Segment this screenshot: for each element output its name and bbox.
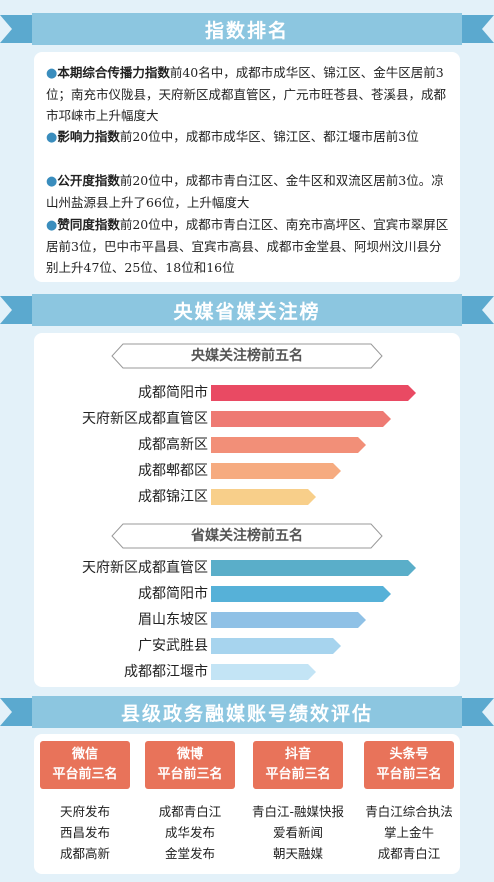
ranking-item: ●影响力指数前20位中，成都市成华区、锦江区、都江堰市居前3位 [46,129,419,145]
platform-box-weibo: 微博 平台前三名 [145,741,235,789]
subtitle-frame-icon [111,523,383,549]
platform-box-toutiao: 头条号 平台前三名 [364,741,454,789]
provincial-row-label: 广安武胜县 [138,638,208,654]
list-item: 成华发布 [164,825,215,840]
list-item: 西昌发布 [59,825,110,840]
ranking-title: 指数排名 [204,19,289,42]
section-banner-media: 央媒省媒关注榜 [0,290,494,330]
provincial-row-label: 成都都江堰市 [124,664,208,680]
provincial-media-subtitle: 省媒关注榜前五名 [110,523,384,549]
platform-list-wechat: 天府发布 西昌发布 成都高新 [25,801,145,864]
list-item: 青白江综合执法 [365,804,453,819]
central-row-label: 成都简阳市 [138,385,208,401]
section-banner-county: 县级政务融媒账号绩效评估 [0,692,494,732]
ranking-item: ●赞同度指数前20位中，成都市青白江区、南充市高坪区、宜宾市翠屏区居前3位，巴中… [46,217,449,275]
list-item: 金堂发布 [164,846,215,861]
bullet-icon: ● [46,66,58,81]
media-title: 央媒省媒关注榜 [173,300,321,323]
ribbon-tail-left-icon [0,15,36,43]
ribbon-tail-right-icon [458,698,494,726]
ribbon-tail-left-icon [0,698,36,726]
subtitle-frame-icon [111,343,383,369]
ribbon-tail-right-icon [458,15,494,43]
ribbon-tail-right-icon [458,296,494,324]
list-item: 爱看新闻 [272,825,323,840]
central-row-label: 成都锦江区 [138,489,208,505]
county-title: 县级政务融媒账号绩效评估 [120,702,373,725]
provincial-row-label: 天府新区成都直管区 [82,560,208,576]
bullet-icon: ● [46,218,58,233]
ranking-item: ●公开度指数前20位中，成都市青白江区、金牛区和双流区居前3位。凉山州盐源县上升… [46,173,444,210]
platform-list-weibo: 成都青白江 成华发布 金堂发布 [130,801,250,864]
ranking-item: ●本期综合传播力指数前40名中，成都市成华区、锦江区、金牛区居前3位；南充市仪陇… [46,65,447,123]
central-row-label: 成都高新区 [138,437,208,453]
ranking-card [34,52,460,282]
central-row-label: 天府新区成都直管区 [82,411,208,427]
platform-box-douyin: 抖音 平台前三名 [253,741,343,789]
list-item: 朝天融媒 [272,846,323,861]
media-card [34,333,460,687]
list-item: 天府发布 [59,804,110,819]
provincial-row-label: 成都简阳市 [138,586,208,602]
list-item: 青白江-融媒快报 [251,804,344,819]
platform-box-wechat: 微信 平台前三名 [40,741,130,789]
list-item: 成都青白江 [158,804,222,819]
platform-list-toutiao: 青白江综合执法 掌上金牛 成都青白江 [349,801,469,864]
list-item: 成都青白江 [377,846,441,861]
list-item: 掌上金牛 [383,825,434,840]
list-item: 成都高新 [59,846,110,861]
central-row-label: 成都郫都区 [138,463,208,479]
bullet-icon: ● [46,174,58,189]
provincial-row-label: 眉山东坡区 [138,612,208,628]
central-media-subtitle: 央媒关注榜前五名 [110,343,384,369]
platform-list-douyin: 青白江-融媒快报 爱看新闻 朝天融媒 [238,801,358,864]
ribbon-tail-left-icon [0,296,36,324]
bullet-icon: ● [46,130,58,145]
section-banner-ranking: 指数排名 [0,9,494,49]
